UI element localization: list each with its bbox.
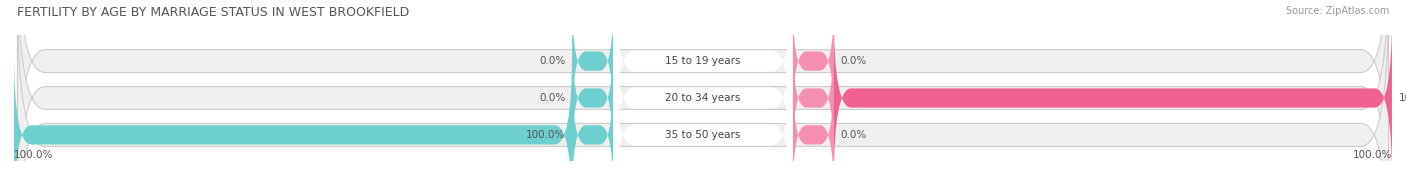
FancyBboxPatch shape bbox=[17, 0, 1389, 196]
Text: 100.0%: 100.0% bbox=[14, 150, 53, 160]
FancyBboxPatch shape bbox=[613, 0, 793, 196]
FancyBboxPatch shape bbox=[613, 0, 793, 161]
FancyBboxPatch shape bbox=[793, 34, 834, 162]
Text: 100.0%: 100.0% bbox=[526, 130, 565, 140]
FancyBboxPatch shape bbox=[793, 0, 834, 125]
FancyBboxPatch shape bbox=[14, 52, 572, 196]
Text: 15 to 19 years: 15 to 19 years bbox=[665, 56, 741, 66]
Text: 100.0%: 100.0% bbox=[1399, 93, 1406, 103]
Text: 0.0%: 0.0% bbox=[538, 93, 565, 103]
FancyBboxPatch shape bbox=[572, 0, 613, 125]
Text: FERTILITY BY AGE BY MARRIAGE STATUS IN WEST BROOKFIELD: FERTILITY BY AGE BY MARRIAGE STATUS IN W… bbox=[17, 6, 409, 19]
Text: Source: ZipAtlas.com: Source: ZipAtlas.com bbox=[1285, 6, 1389, 16]
FancyBboxPatch shape bbox=[793, 71, 834, 196]
FancyBboxPatch shape bbox=[572, 71, 613, 196]
Text: 0.0%: 0.0% bbox=[841, 130, 868, 140]
FancyBboxPatch shape bbox=[17, 0, 1389, 196]
FancyBboxPatch shape bbox=[572, 34, 613, 162]
Text: 0.0%: 0.0% bbox=[841, 56, 868, 66]
Text: 35 to 50 years: 35 to 50 years bbox=[665, 130, 741, 140]
FancyBboxPatch shape bbox=[834, 15, 1392, 181]
Text: 0.0%: 0.0% bbox=[538, 56, 565, 66]
Text: 100.0%: 100.0% bbox=[1353, 150, 1392, 160]
Text: 20 to 34 years: 20 to 34 years bbox=[665, 93, 741, 103]
FancyBboxPatch shape bbox=[17, 0, 1389, 196]
FancyBboxPatch shape bbox=[613, 35, 793, 196]
